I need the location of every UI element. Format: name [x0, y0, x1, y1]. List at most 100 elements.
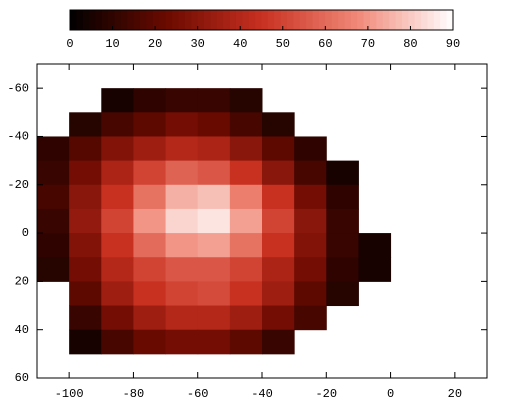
colorbar-step	[370, 10, 377, 30]
colorbar-step	[293, 10, 301, 30]
heat-cell	[69, 208, 102, 234]
colorbar-step	[261, 10, 269, 30]
heat-cell	[197, 88, 231, 113]
heat-cell	[133, 88, 167, 113]
heat-cell	[101, 88, 134, 113]
colorbar-tick-label: 20	[148, 37, 162, 51]
y-tick-label: 0	[22, 226, 29, 240]
heat-cell	[101, 305, 134, 331]
colorbar-tick-label: 80	[403, 37, 417, 51]
heat-cell	[229, 136, 263, 162]
heat-cell	[326, 257, 359, 282]
y-tick-label: -60	[7, 81, 29, 95]
heat-cell	[37, 233, 70, 258]
heat-cell	[69, 184, 102, 210]
heat-cell	[165, 281, 199, 307]
heat-cell	[294, 136, 327, 162]
colorbar-step	[421, 10, 428, 30]
colorbar-step	[82, 10, 90, 30]
colorbar-step	[389, 10, 397, 30]
colorbar-tick-label: 60	[318, 37, 332, 51]
colorbar-tick-label: 0	[66, 37, 73, 51]
heat-cell	[229, 281, 263, 307]
colorbar-step	[363, 10, 371, 30]
heat-cell	[294, 160, 327, 186]
heat-cell	[262, 329, 295, 355]
colorbar-step	[204, 10, 211, 30]
heat-cell	[37, 208, 70, 234]
heat-cell	[37, 184, 70, 210]
x-tick-label: -80	[123, 387, 145, 401]
colorbar-step	[121, 10, 128, 30]
colorbar-step	[306, 10, 314, 30]
heat-cell	[197, 160, 231, 186]
heat-cell	[165, 160, 199, 186]
heat-cell	[69, 136, 102, 162]
heat-cell	[326, 233, 359, 258]
colorbar-step	[101, 10, 109, 30]
colorbar-step	[312, 10, 320, 30]
colorbar-step	[274, 10, 282, 30]
colorbar-step	[318, 10, 326, 30]
colorbar-step	[267, 10, 275, 30]
heat-cell	[165, 233, 199, 258]
heat-cell	[133, 184, 167, 210]
heat-cell	[69, 160, 102, 186]
heat-cell	[133, 160, 167, 186]
heat-cell	[229, 233, 263, 258]
colorbar-step	[280, 10, 288, 30]
colorbar-step	[127, 10, 135, 30]
heat-cell	[101, 184, 134, 210]
heat-cell	[197, 208, 231, 234]
heat-cell	[133, 281, 167, 307]
x-tick-label: -100	[55, 387, 84, 401]
colorbar-step	[299, 10, 307, 30]
colorbar-step	[248, 10, 256, 30]
heat-cell	[101, 257, 134, 282]
heat-cell	[229, 305, 263, 331]
heat-cell	[69, 112, 102, 137]
colorbar-step	[408, 10, 416, 30]
heat-cell	[262, 233, 295, 258]
heat-cell	[133, 233, 167, 258]
heat-cell	[294, 281, 327, 307]
heat-cell	[133, 208, 167, 234]
heat-cell	[229, 208, 263, 234]
colorbar-step	[76, 10, 84, 30]
colorbar-step	[70, 10, 77, 30]
heat-cell	[294, 257, 327, 282]
heat-cell	[69, 305, 102, 331]
colorbar-step	[133, 10, 141, 30]
y-tick-label: -40	[7, 130, 29, 144]
heat-cell	[101, 329, 134, 355]
x-tick-label: -20	[315, 387, 337, 401]
colorbar-step	[242, 10, 250, 30]
heat-cell	[165, 257, 199, 282]
heat-cell	[262, 136, 295, 162]
colorbar-step	[440, 10, 448, 30]
heat-cell	[229, 329, 263, 355]
heat-cell	[197, 136, 231, 162]
colorbar-tick-label: 40	[233, 37, 247, 51]
x-tick-label: -40	[251, 387, 273, 401]
colorbar-step	[427, 10, 435, 30]
colorbar-step	[376, 10, 384, 30]
heat-cell	[294, 184, 327, 210]
colorbar-step	[89, 10, 97, 30]
colorbar-step	[395, 10, 403, 30]
colorbar-tick-label: 50	[276, 37, 290, 51]
colorbar-step	[165, 10, 173, 30]
heat-cell	[37, 257, 70, 282]
x-tick-label: 20	[448, 387, 462, 401]
heat-cell	[37, 136, 70, 162]
colorbar-step	[184, 10, 192, 30]
heat-cell	[262, 257, 295, 282]
heat-cell	[229, 160, 263, 186]
heat-cell	[69, 281, 102, 307]
heat-cell	[262, 184, 295, 210]
x-tick-label: 0	[387, 387, 394, 401]
heat-cell	[262, 208, 295, 234]
heat-cell	[326, 184, 359, 210]
heat-cell	[133, 112, 167, 137]
